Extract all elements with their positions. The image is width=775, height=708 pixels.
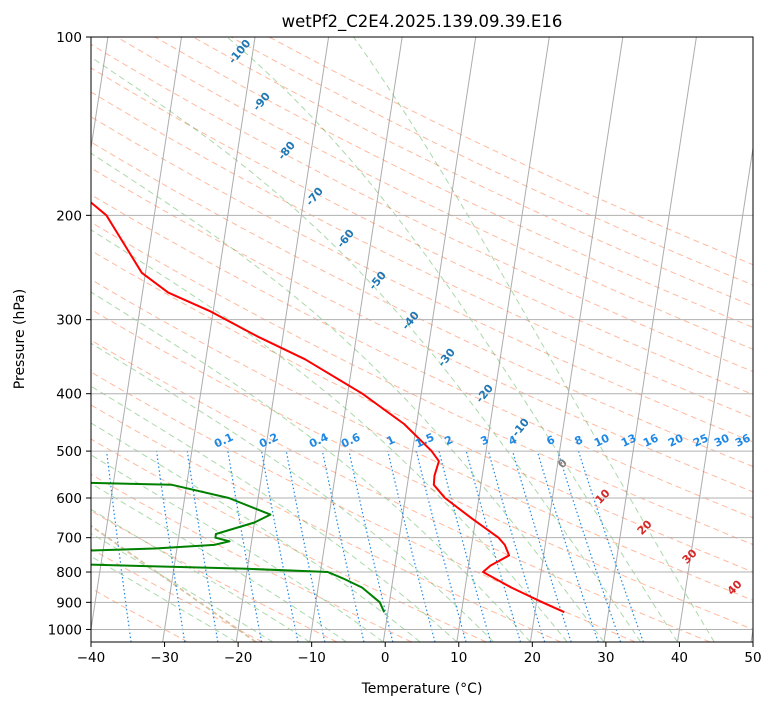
reference-curve [91, 524, 257, 642]
mixing-ratio-line [285, 450, 326, 642]
dry-adiabat-line [91, 308, 753, 630]
x-tick-label: 10 [450, 650, 467, 666]
x-tick-label: 40 [671, 650, 688, 666]
dry-adiabat-line [91, 167, 753, 493]
mixing-ratio-line [156, 451, 186, 642]
mixing-ratio-line [512, 450, 572, 642]
dry-adiabat-line [91, 510, 338, 642]
mixing-ratio-line [415, 450, 467, 642]
isotherm-line [603, 37, 697, 642]
line-label: 25 [691, 431, 710, 449]
dry-adiabat-line [91, 404, 561, 642]
dry-adiabat-line [91, 194, 753, 519]
y-tick-label: 300 [56, 313, 82, 329]
axis-ticks: −40 −30 −20 −10 0 10 20 30 40 50 100 200 300 400 500 60… [48, 30, 762, 666]
mixing-ratio-line [348, 450, 394, 642]
dry-adiabat-line [91, 548, 263, 642]
mixing-ratio-line [387, 450, 436, 642]
y-tick-label: 100 [56, 30, 82, 46]
isotherm-line [382, 37, 477, 642]
x-tick-label: 30 [597, 650, 614, 666]
moist-adiabat-line [91, 385, 458, 642]
isotherm-line [677, 144, 753, 642]
x-tick-label: 0 [381, 650, 390, 666]
y-tick-label: 800 [56, 565, 82, 581]
background-lines [91, 37, 753, 642]
moist-adiabat-line [91, 482, 347, 642]
dry-adiabat-line [91, 91, 753, 419]
moist-adiabat-line [91, 555, 237, 642]
moist-adiabat-line [91, 152, 605, 642]
isotherm-line [529, 37, 624, 642]
moist-adiabat-line [91, 454, 384, 642]
y-axis-label: Pressure (hPa) [12, 289, 28, 389]
x-tick-label: −10 [297, 650, 326, 666]
moist-adiabat-line [91, 422, 421, 642]
line-label: 16 [641, 431, 661, 449]
line-label: 10 [592, 431, 612, 449]
x-axis-label: Temperature (°C) [361, 681, 483, 697]
isotherm-line [456, 37, 550, 642]
mixing-ratio-line [321, 450, 365, 642]
mixing-ratio-line [465, 450, 522, 642]
mixing-ratio-line [577, 450, 644, 642]
line-label: 30 [712, 431, 732, 449]
x-tick-label: 50 [744, 650, 761, 666]
y-tick-label: 200 [56, 208, 82, 224]
temperature-profile-line [91, 201, 565, 614]
moist-adiabat-line [91, 342, 494, 642]
mixing-ratio-line [261, 450, 299, 642]
y-tick-label: 400 [56, 387, 82, 403]
line-label: 36 [733, 431, 753, 449]
line-label: 20 [666, 431, 686, 449]
mixing-ratio-line [487, 450, 546, 642]
moist-adiabat-line [91, 229, 568, 642]
x-tick-label: 20 [524, 650, 541, 666]
x-tick-label: −20 [224, 650, 253, 666]
dry-adiabat-line [192, 37, 753, 307]
dry-adiabat-line [91, 221, 753, 546]
dry-adiabat-line [91, 116, 753, 443]
moist-adiabat-line [91, 532, 274, 642]
x-tick-label: −40 [77, 650, 106, 666]
dry-adiabat-line [230, 37, 753, 286]
x-tick-label: −30 [150, 650, 179, 666]
mixing-ratio-line [557, 450, 622, 642]
y-tick-label: 500 [56, 444, 82, 460]
gridlines [91, 37, 753, 630]
isotherm-line [309, 37, 403, 642]
mixing-ratio-line [536, 450, 599, 642]
y-tick-label: 900 [56, 595, 82, 611]
isotherm-line [235, 37, 330, 642]
moist-adiabat-line [226, 37, 678, 642]
chart-title: wetPf2_C2E4.2025.139.09.39.E16 [282, 12, 563, 32]
isotherm-line [91, 37, 109, 152]
dry-adiabat-line [91, 249, 753, 573]
y-tick-label: 700 [56, 531, 82, 547]
y-tick-label: 1000 [48, 622, 82, 638]
dry-adiabat-line [91, 43, 753, 373]
moist-adiabat-line [91, 291, 531, 642]
plot-frame [90, 36, 754, 643]
dry-adiabat-line [91, 278, 753, 601]
mixing-ratio-line [438, 450, 492, 642]
isotherm-line [162, 37, 256, 642]
dry-adiabat-line [116, 37, 753, 350]
y-tick-label: 600 [56, 491, 82, 507]
line-label: 13 [619, 431, 638, 449]
isotherm-line [91, 37, 182, 633]
profiles [91, 201, 565, 614]
mixing-ratio-line [106, 451, 132, 642]
moist-adiabat-line [91, 56, 642, 642]
